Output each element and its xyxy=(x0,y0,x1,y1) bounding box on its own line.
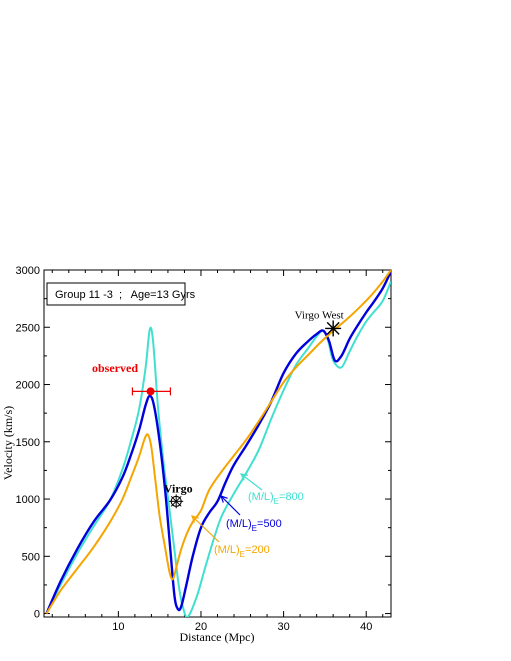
series-label-arrowhead-ml500 xyxy=(220,495,228,503)
series-label-arrowhead-ml800 xyxy=(239,473,248,481)
series-line-ml500 xyxy=(45,270,391,615)
x-tick-label: 20 xyxy=(195,621,207,633)
plot-axes: 10 20 30 40 0 500 1000 1500 2000 2500 3000 xyxy=(16,265,392,633)
x-tick-label: 30 xyxy=(277,621,289,633)
y-tick-label: 1000 xyxy=(16,494,40,506)
y-tick-label: 500 xyxy=(22,551,40,563)
plot-frame xyxy=(43,269,392,618)
legend-box-text: Group 11 -3 ; Age=13 Gyrs xyxy=(55,289,196,301)
annotation-layer: observed Virgo Virgo West (M/L)E=800 (M/L)E=… xyxy=(92,309,344,559)
y-tick-label: 2000 xyxy=(16,380,40,392)
x-tick-label: 40 xyxy=(360,621,372,633)
series-label-ml500: (M/L)E=500 xyxy=(226,518,282,533)
axis-ticks xyxy=(44,269,391,617)
x-axis-title: Distance (Mpc) xyxy=(180,630,255,644)
virgo-label: Virgo xyxy=(164,481,193,495)
y-tick-label: 3000 xyxy=(16,265,40,277)
observed-label: observed xyxy=(92,361,138,375)
series-label-ml200: (M/L)E=200 xyxy=(214,544,270,559)
axis-tick-labels: 10 20 30 40 0 500 1000 1500 2000 2500 3000 xyxy=(16,265,373,633)
legend-box: Group 11 -3 ; Age=13 Gyrs xyxy=(46,282,196,306)
series-label-arrow-ml800 xyxy=(240,473,263,491)
legend-box-frame xyxy=(46,282,186,306)
series-label-arrowhead-ml200 xyxy=(191,515,199,523)
y-tick-label: 0 xyxy=(34,609,40,621)
virgo-west-label: Virgo West xyxy=(295,309,344,321)
y-axis-title: Velocity (km/s) xyxy=(1,406,15,480)
series-line-ml800 xyxy=(45,281,391,617)
x-tick-label: 10 xyxy=(112,621,124,633)
series-label-arrow-ml500 xyxy=(220,495,241,516)
y-tick-label: 2500 xyxy=(16,322,40,334)
virgo-marker-icon xyxy=(169,494,184,509)
y-tick-label: 1500 xyxy=(16,437,40,449)
series-line-ml200 xyxy=(45,270,391,615)
series-label-ml800: (M/L)E=800 xyxy=(248,491,304,506)
series-label-arrow-ml200 xyxy=(191,515,220,543)
series-layer xyxy=(45,270,391,617)
virgo-west-marker-icon xyxy=(325,320,342,337)
observed-point xyxy=(146,387,155,396)
